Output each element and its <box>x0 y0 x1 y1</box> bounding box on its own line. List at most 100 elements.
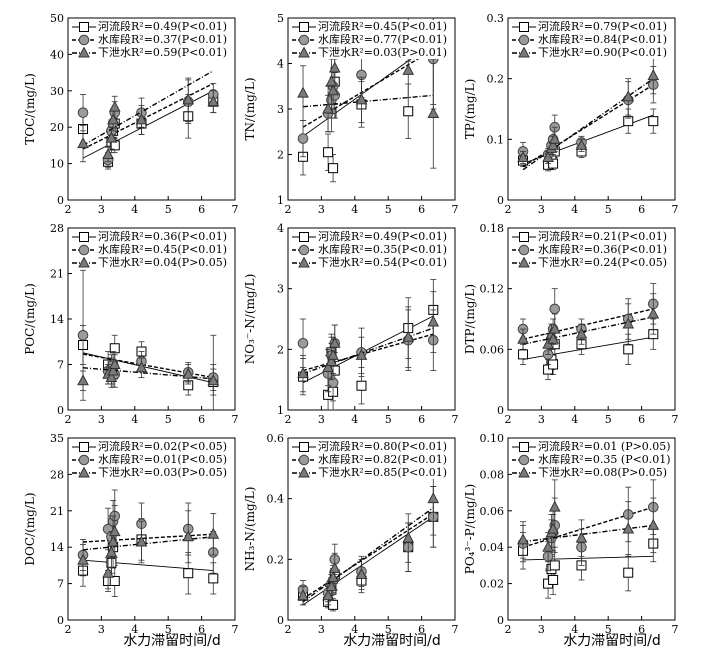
legend-swatch <box>292 231 316 242</box>
y-tick-label: 0 <box>57 614 64 627</box>
legend-statistic: R²=0.35 (P<0.01) <box>571 453 671 466</box>
legend-entry: 河流段 R²=0.36(P<0.01) <box>72 230 227 243</box>
legend-entry: 水库段 R²=0.01(P<0.05) <box>72 453 227 466</box>
y-tick-label: 0 <box>497 404 504 417</box>
legend-swatch <box>292 244 316 255</box>
data-point-triangle <box>327 570 339 583</box>
fit-line <box>82 367 214 380</box>
legend-entry: 水库段 R²=0.84(P<0.01) <box>512 33 667 46</box>
fit-line <box>522 78 654 171</box>
series-2 <box>77 489 219 574</box>
legend-marker-square <box>519 21 529 32</box>
y-tick-label: 14 <box>50 541 64 554</box>
legend-statistic: R²=0.01 (P>0.05) <box>571 440 671 453</box>
x-tick-label: 2 <box>285 413 292 426</box>
plot-area <box>77 269 220 410</box>
data-point-triangle <box>542 150 554 163</box>
legend-statistic: R²=0.82(P<0.01) <box>351 453 448 466</box>
chart-panel-9: 2 3 4 5 6 7 0 0.02 0.04 0.06 0.08 0.10 PO₄³⁻-P/(mg/L… <box>463 432 679 636</box>
y-tick-label: 0 <box>497 614 504 627</box>
series-2 <box>77 269 219 401</box>
legend-statistic: R²=0.59(P<0.01) <box>131 46 228 59</box>
legend-swatch <box>512 441 536 452</box>
legend-swatch <box>72 466 96 477</box>
fit-line <box>302 49 434 128</box>
legend-statistic: R²=0.85(P<0.01) <box>351 466 448 479</box>
x-tick-label: 4 <box>571 413 578 426</box>
x-tick-label: 5 <box>385 623 392 636</box>
legend-statistic: R²=0.90(P<0.01) <box>571 46 668 59</box>
legend-statistic: R²=0.03(P>0.01) <box>351 46 448 59</box>
data-point-triangle <box>108 100 121 112</box>
legend-marker-circle <box>78 244 90 255</box>
data-point-triangle <box>105 131 118 143</box>
legend-panel-3: 河流段 R²=0.79(P<0.01) 水库段 R²=0.84(P<0.01) 下泄… <box>512 20 668 59</box>
data-point-square <box>543 364 554 375</box>
y-tick-label: 1 <box>277 404 284 417</box>
legend-series-name: 河流段 <box>98 20 131 33</box>
data-point-triangle <box>325 580 338 592</box>
plot-area <box>297 279 440 410</box>
y-tick-label: 3 <box>277 103 284 116</box>
legend-series-name: 下泄水 <box>318 256 351 269</box>
legend-entry: 下泄水 R²=0.85(P<0.01) <box>292 466 447 479</box>
series-2 <box>297 486 439 603</box>
y-tick-label: 0.06 <box>480 505 505 518</box>
y-tick-label: 0.04 <box>480 541 505 554</box>
legend-marker-triangle <box>298 46 310 57</box>
fit-line <box>302 94 434 108</box>
series-3 <box>517 293 660 355</box>
series-3 <box>77 505 220 590</box>
y-tick-label: 0.1 <box>487 133 505 146</box>
x-tick-label: 2 <box>65 413 72 426</box>
legend-swatch <box>72 454 96 465</box>
legend-series-name: 水库段 <box>98 453 131 466</box>
series-3 <box>77 70 220 163</box>
legend-marker-triangle <box>78 46 90 57</box>
legend-statistic: R²=0.45(P<0.01) <box>351 20 448 33</box>
chart-panel-3: 2 3 4 5 6 7 0 0.1 0.2 0.3 TP/(mg/L) <box>463 12 679 216</box>
data-point-triangle <box>622 317 635 329</box>
legend-swatch <box>72 34 96 45</box>
y-tick-label: 2 <box>277 343 284 356</box>
legend-statistic: R²=0.02(P<0.05) <box>131 440 228 453</box>
legend-statistic: R²=0.49(P<0.01) <box>351 230 448 243</box>
legend-entry: 下泄水 R²=0.08(P>0.05) <box>512 466 671 479</box>
x-tick-label: 2 <box>505 413 512 426</box>
fit-line <box>82 82 214 150</box>
y-tick-label: 40 <box>50 48 64 61</box>
fit-line <box>82 353 214 379</box>
x-axis-title-col2: 水力滞留时间/d <box>343 633 441 649</box>
x-tick-label: 4 <box>131 413 138 426</box>
data-point-triangle <box>355 348 368 360</box>
legend-panel-2: 河流段 R²=0.45(P<0.01) 水库段 R²=0.77(P<0.01) 下泄… <box>292 20 448 59</box>
x-tick-label: 4 <box>351 203 358 216</box>
x-tick-label: 4 <box>131 623 138 636</box>
legend-entry: 水库段 R²=0.37(P<0.01) <box>72 33 227 46</box>
legend-marker-circle <box>78 34 90 45</box>
legend-swatch <box>72 441 96 452</box>
legend-statistic: R²=0.35(P<0.01) <box>351 243 448 256</box>
x-tick-label: 2 <box>505 623 512 636</box>
legend-entry: 下泄水 R²=0.03(P>0.05) <box>72 466 227 479</box>
data-point-triangle <box>328 336 341 348</box>
fit-line <box>522 316 654 345</box>
series-3 <box>517 479 660 563</box>
legend-panel-4: 河流段 R²=0.36(P<0.01) 水库段 R²=0.45(P<0.01) 下泄… <box>72 230 228 269</box>
plot-area <box>517 479 660 599</box>
legend-entry: 河流段 R²=0.02(P<0.05) <box>72 440 227 453</box>
legend-swatch <box>512 454 536 465</box>
data-point-square <box>109 343 120 354</box>
legend-entry: 水库段 R²=0.36(P<0.01) <box>512 243 667 256</box>
plot-frame <box>507 227 676 411</box>
y-tick-label: 0 <box>277 614 284 627</box>
legend-swatch <box>512 46 536 57</box>
data-point-triangle <box>427 106 440 119</box>
legend-series-name: 下泄水 <box>538 256 571 269</box>
legend-swatch <box>72 256 96 267</box>
x-tick-label: 7 <box>452 413 459 426</box>
legend-swatch <box>72 46 96 57</box>
y-tick-label: 20 <box>50 121 64 134</box>
y-axis-label: DTP/(mg/L) <box>463 284 477 354</box>
fit-line <box>82 559 214 572</box>
